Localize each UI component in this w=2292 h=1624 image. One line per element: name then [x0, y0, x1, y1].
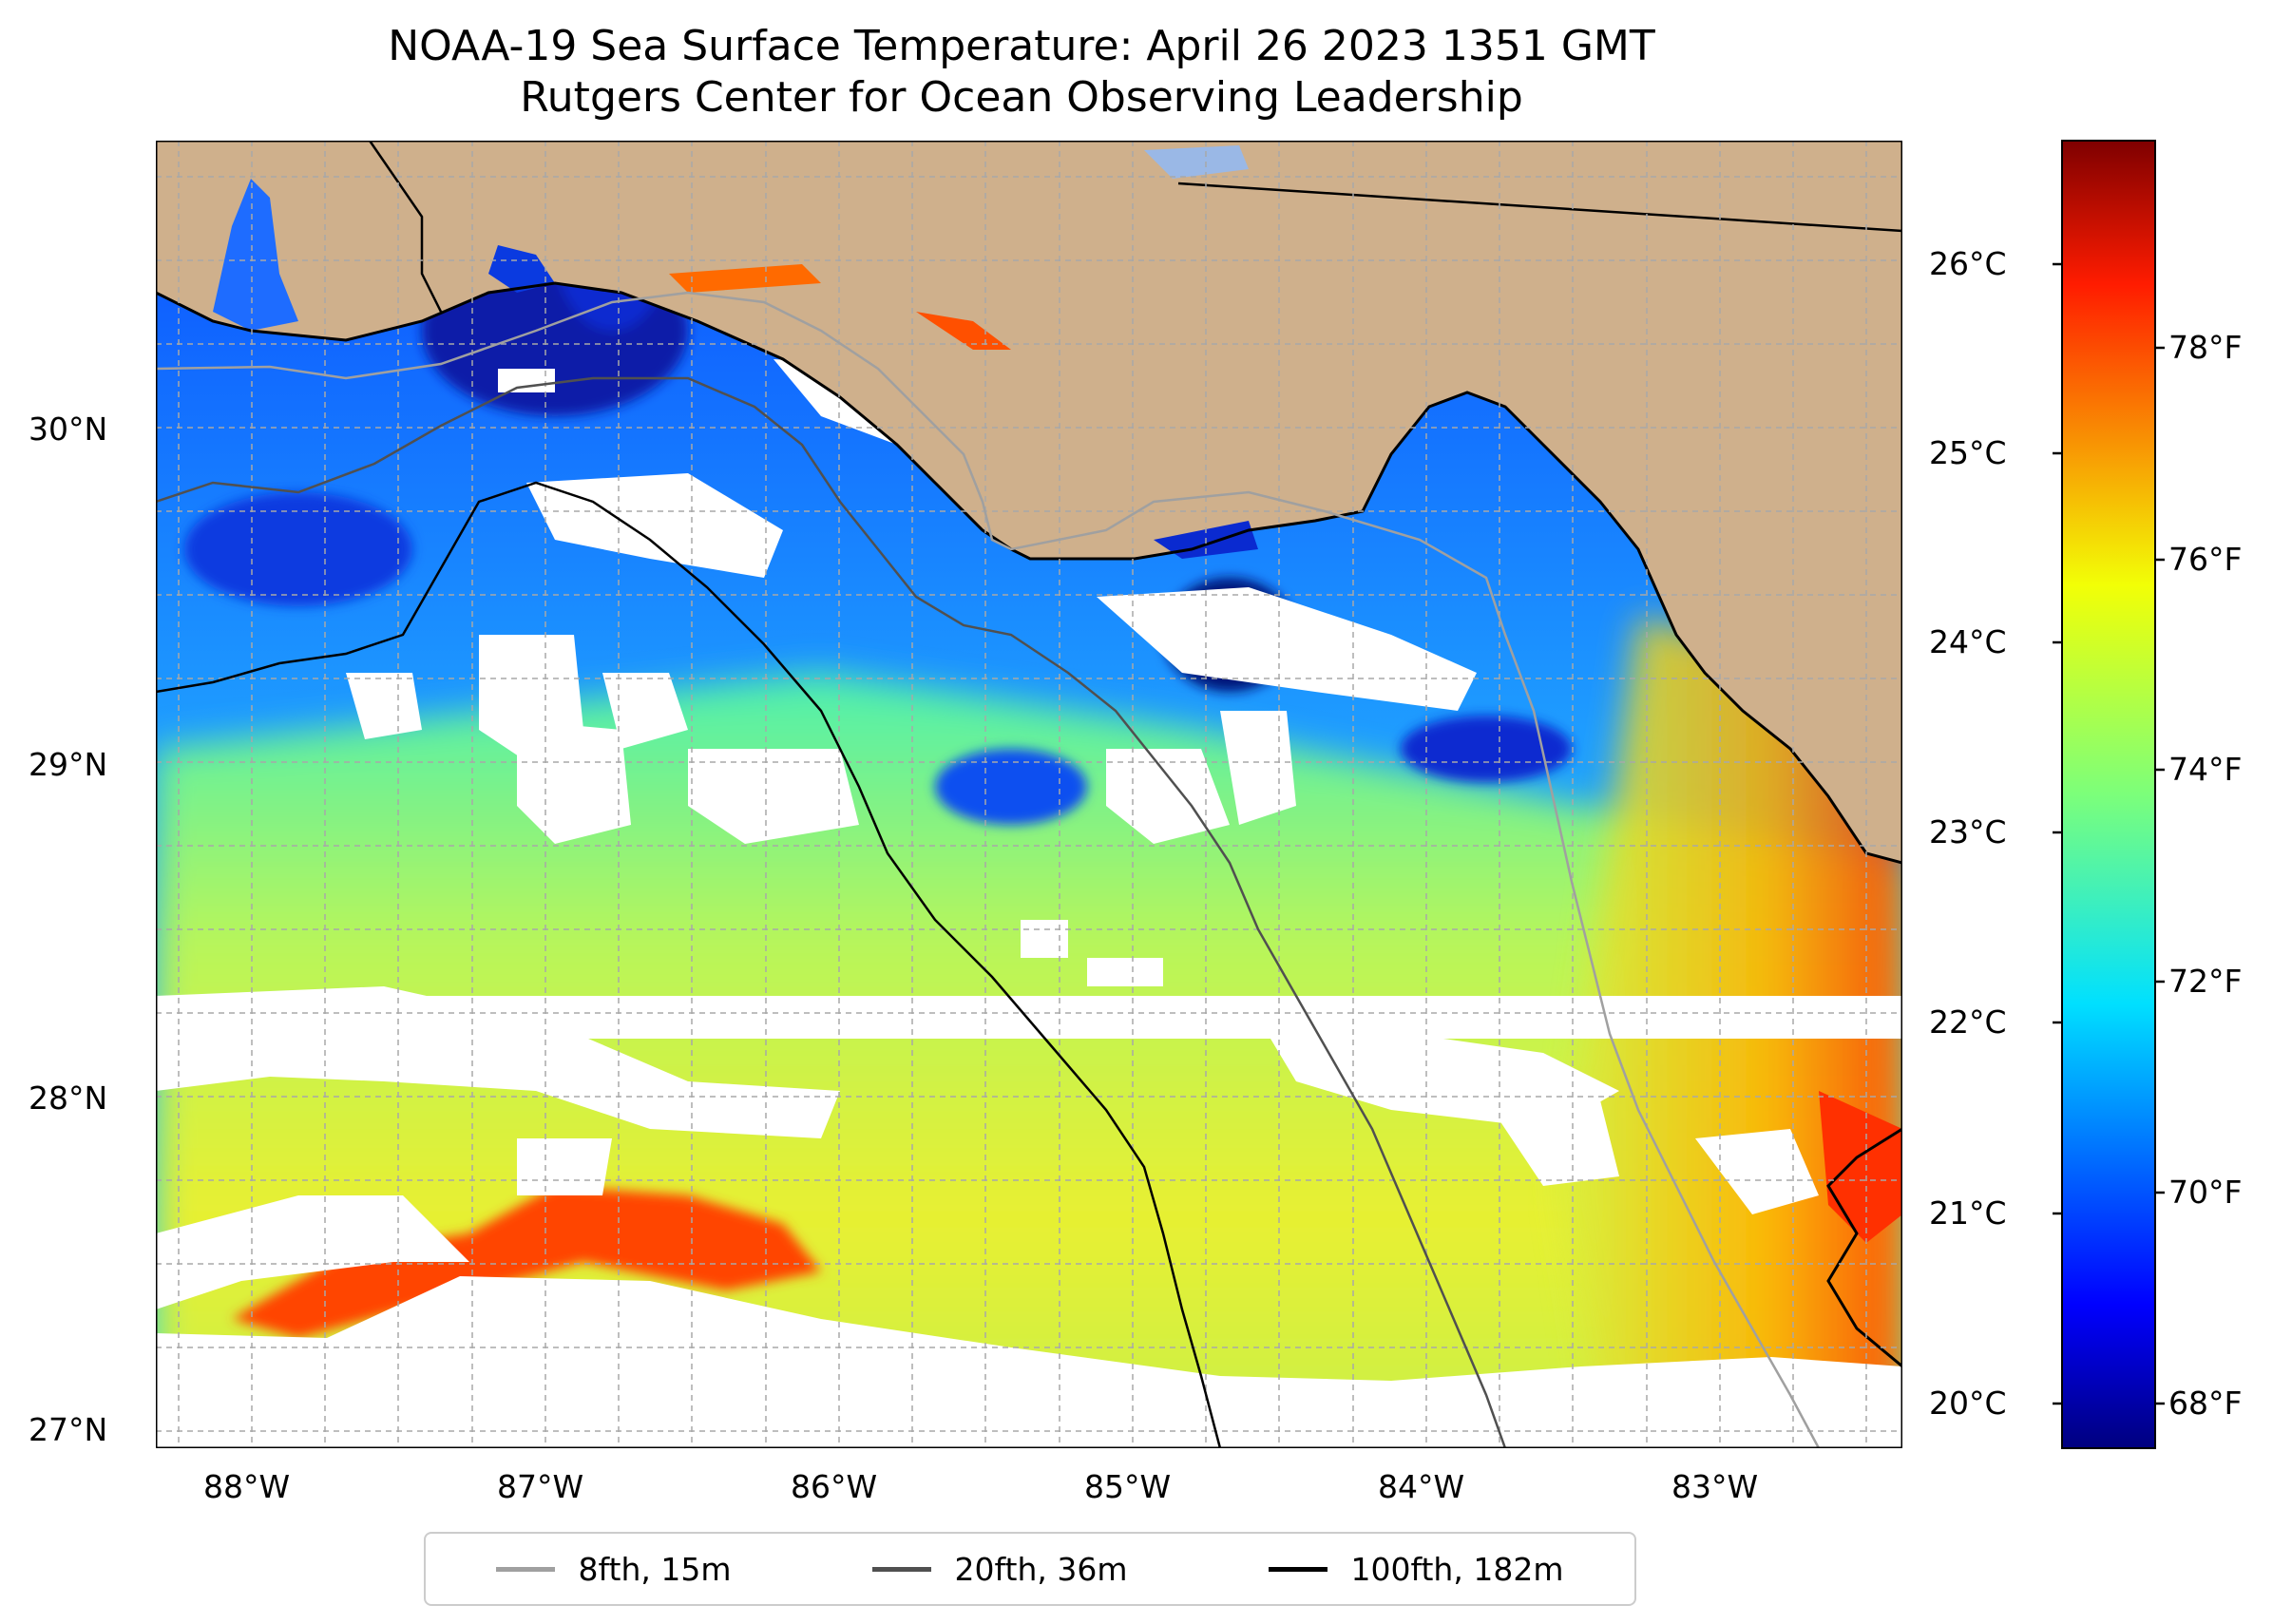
colorbar-ticks-c: [2053, 262, 2062, 1405]
legend-swatch-100fth: [1269, 1566, 1328, 1572]
graticule: [156, 141, 1902, 1448]
colorbar-label-70f: 70°F: [2168, 1174, 2243, 1211]
coastline: [156, 281, 1902, 865]
colorbar-label-74f: 74°F: [2168, 751, 2243, 788]
sst-map: [156, 141, 1902, 1448]
legend-swatch-20fth: [872, 1566, 932, 1572]
mobile-bay: [213, 179, 298, 331]
legend-item-100fth: 100fth, 182m: [1269, 1551, 1563, 1588]
lat-label-29: 29°N: [29, 746, 108, 783]
colorbar-label-20c: 20°C: [1929, 1385, 2007, 1422]
isobath-20fth: [156, 376, 1507, 1448]
isobath-8fth: [156, 291, 1821, 1448]
legend-item-20fth: 20fth, 36m: [872, 1551, 1127, 1588]
warm-streak: [232, 1186, 821, 1338]
colorbar-label-23c: 23°C: [1929, 813, 2007, 850]
isobath-legend: 8fth, 15m 20fth, 36m 100fth, 182m: [424, 1532, 1636, 1606]
land-area: [156, 141, 1902, 863]
st-andrews-bay: [916, 312, 1011, 350]
colorbar-label-24c: 24°C: [1929, 623, 2007, 660]
colorbar-label-78f: 78°F: [2168, 329, 2243, 366]
bay-inlet: [488, 245, 555, 293]
state-border: [1177, 182, 1902, 233]
lon-label-83: 83°W: [1671, 1468, 1759, 1505]
lon-label-84: 84°W: [1378, 1468, 1465, 1505]
coastline-south: [1826, 1127, 1902, 1368]
title-line-1: NOAA-19 Sea Surface Temperature: April 2…: [388, 22, 1655, 70]
title-line-2: Rutgers Center for Ocean Observing Leade…: [520, 73, 1523, 122]
isobath-100fth: [156, 481, 1222, 1448]
choctawhatchee-bay: [669, 264, 821, 293]
colorbar-label-21c: 21°C: [1929, 1194, 2007, 1232]
sst-map-canvas: [156, 141, 1902, 1448]
lat-label-28: 28°N: [29, 1079, 108, 1117]
colorbar-label-76f: 76°F: [2168, 541, 2243, 578]
legend-label-100fth: 100fth, 182m: [1350, 1550, 1564, 1588]
lon-label-86: 86°W: [791, 1468, 878, 1505]
legend-item-8fth: 8fth, 15m: [496, 1550, 732, 1588]
cloud-mask: [156, 359, 1902, 1448]
lon-label-85: 85°W: [1084, 1468, 1172, 1505]
map-title: NOAA-19 Sea Surface Temperature: April 2…: [0, 21, 2043, 124]
colorbar-label-22c: 22°C: [1929, 1003, 2007, 1041]
state-border-al: [368, 141, 443, 313]
legend-label-8fth: 8fth, 15m: [578, 1550, 732, 1588]
colorbar-label-25c: 25°C: [1929, 434, 2007, 471]
legend-swatch-8fth: [496, 1566, 556, 1572]
colorbar-gradient: [2061, 140, 2156, 1449]
lake-icon: [1144, 145, 1249, 179]
colorbar-label-68f: 68°F: [2168, 1385, 2243, 1422]
colorbar-label-26c: 26°C: [1929, 245, 2007, 282]
legend-label-20fth: 20fth, 36m: [954, 1550, 1128, 1588]
lon-label-88: 88°W: [203, 1468, 291, 1505]
colorbar-ticks-f: [2155, 346, 2165, 1405]
colorbar-label-72f: 72°F: [2168, 963, 2243, 1000]
lon-label-87: 87°W: [497, 1468, 584, 1505]
lat-label-30: 30°N: [29, 411, 108, 448]
lat-label-27: 27°N: [29, 1411, 108, 1448]
